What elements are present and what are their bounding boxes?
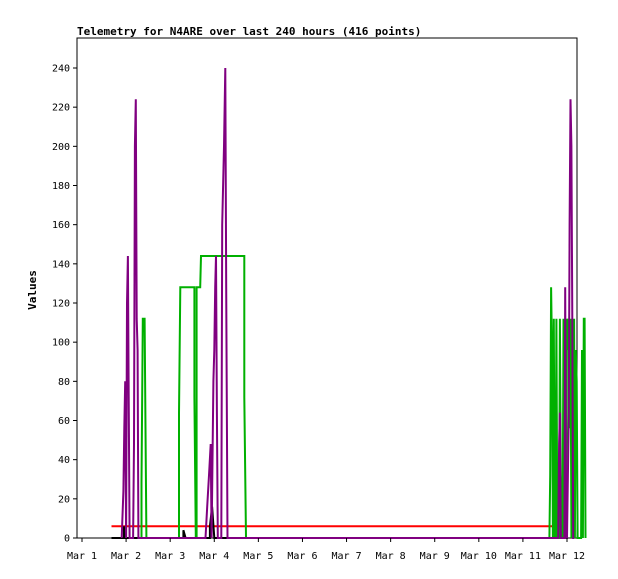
x-tick-label: Mar 11 bbox=[505, 551, 541, 562]
x-tick-label: Mar 7 bbox=[331, 551, 361, 562]
x-tick-label: Mar 8 bbox=[376, 551, 406, 562]
y-tick-label: 180 bbox=[52, 181, 70, 192]
x-tick-label: Mar 6 bbox=[287, 551, 317, 562]
series-line-3 bbox=[120, 67, 575, 539]
y-tick-label: 20 bbox=[58, 494, 70, 505]
axes-layer: 0 20 40 60 80 100 120 140 160 180 200 220 240 Mar 1 Ma… bbox=[52, 64, 585, 563]
y-tick-label: 120 bbox=[52, 299, 70, 310]
y-tick-label: 100 bbox=[52, 338, 70, 349]
x-tick-label: Mar 3 bbox=[155, 551, 185, 562]
series-layer bbox=[111, 67, 587, 539]
x-tick-label: Mar 10 bbox=[461, 551, 497, 562]
chart-title: Telemetry for N4ARE over last 240 hours … bbox=[77, 25, 421, 38]
x-tick-label: Mar 9 bbox=[420, 551, 450, 562]
y-tick-label: 60 bbox=[58, 416, 70, 427]
plot-frame bbox=[76, 37, 578, 539]
plot-border bbox=[76, 37, 578, 539]
y-tick-label: 0 bbox=[64, 534, 70, 545]
x-tick-label: Mar 4 bbox=[199, 551, 229, 562]
y-tick-label: 200 bbox=[52, 142, 70, 153]
y-tick-label: 240 bbox=[52, 64, 70, 75]
y-tick-label: 140 bbox=[52, 259, 70, 270]
x-tick-label: Mar 2 bbox=[111, 551, 141, 562]
y-tick-label: 220 bbox=[52, 103, 70, 114]
x-tick-label: Mar 1 bbox=[67, 551, 97, 562]
y-tick-label: 80 bbox=[58, 377, 70, 388]
x-tick-label: Mar 5 bbox=[243, 551, 273, 562]
y-tick-label: 40 bbox=[58, 455, 70, 466]
y-tick-label: 160 bbox=[52, 220, 70, 231]
y-axis-label: Values bbox=[26, 270, 39, 310]
x-tick-label: Mar 12 bbox=[549, 551, 585, 562]
